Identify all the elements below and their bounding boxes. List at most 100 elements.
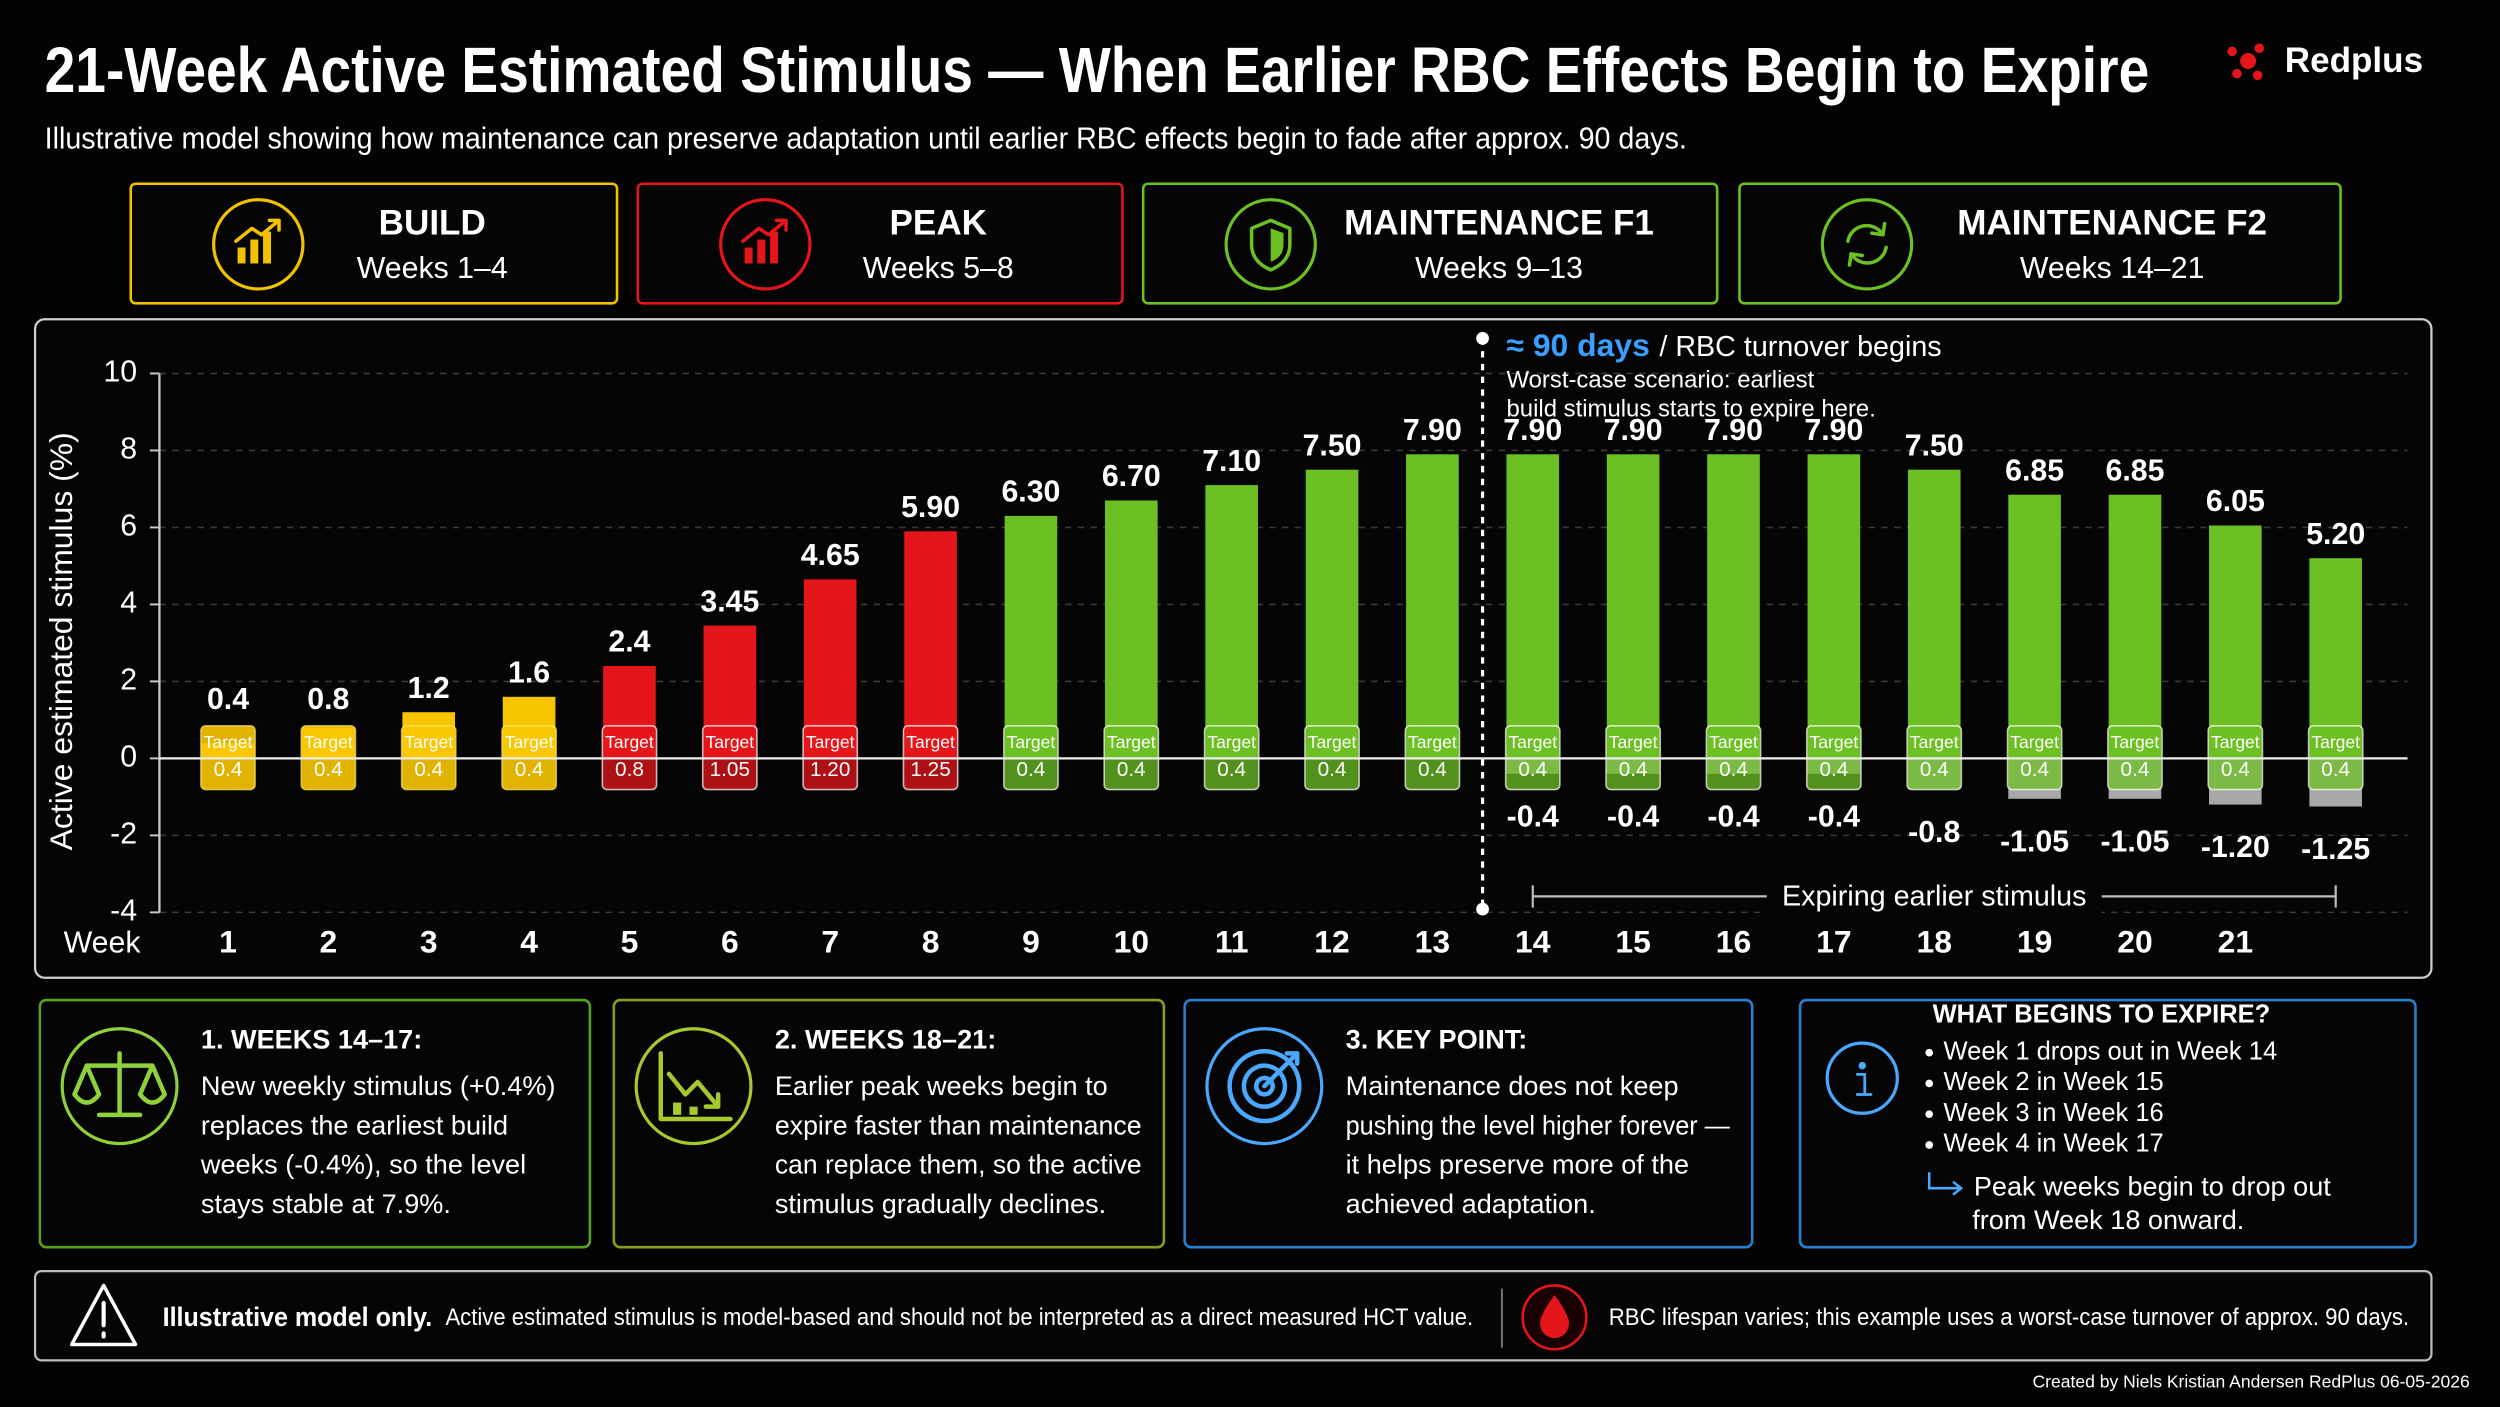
target-label: Target xyxy=(1910,732,1959,752)
bracket-label-bg xyxy=(1766,878,2102,914)
panel-title: 1. WEEKS 14–17: xyxy=(201,1024,422,1055)
x-tick-label: 1 xyxy=(219,924,237,960)
turnover-dot xyxy=(1476,902,1489,916)
target-label: Target xyxy=(806,732,855,752)
y-tick-label: 6 xyxy=(120,509,137,542)
annotation-highlight: ≈ 90 days xyxy=(1506,327,1649,363)
value-label: 7.90 xyxy=(1503,414,1562,447)
logo-dot xyxy=(2240,52,2257,69)
phase-box xyxy=(636,182,1124,305)
target-value: 0.4 xyxy=(1920,758,1949,781)
y-tick-label: 8 xyxy=(120,432,137,465)
expiring-value-label: -0.8 xyxy=(1908,816,1960,849)
icon-glyph xyxy=(234,218,281,243)
icon-ring xyxy=(212,198,305,291)
target-label: Target xyxy=(404,732,453,752)
expire-panel xyxy=(1798,998,2417,1249)
expire-title: WHAT BEGINS TO EXPIRE? xyxy=(1933,1001,2271,1029)
value-label: 5.90 xyxy=(901,491,960,524)
panel-line: can replace them, so the active xyxy=(775,1149,1142,1180)
icon-ring xyxy=(1205,1027,1324,1146)
x-tick-label: 16 xyxy=(1716,924,1751,960)
icon-bar xyxy=(757,239,766,264)
target-label: Target xyxy=(2211,732,2260,752)
phase-box xyxy=(1738,182,2342,305)
y-tick-label: -4 xyxy=(110,894,137,927)
bar xyxy=(2108,494,2162,759)
footer-bold: Illustrative model only. xyxy=(163,1301,433,1332)
expiring-value-label: -1.20 xyxy=(2201,831,2270,864)
expire-item: Week 1 drops out in Week 14 xyxy=(1944,1037,2278,1065)
value-label: 1.2 xyxy=(408,672,450,705)
panel-line: it helps preserve more of the xyxy=(1346,1149,1689,1180)
icon-ring xyxy=(60,1027,179,1146)
target-value: 0.8 xyxy=(615,758,644,781)
value-label: 7.90 xyxy=(1704,414,1763,447)
panel-line: New weekly stimulus (+0.4%) xyxy=(201,1070,556,1101)
x-tick-label: 10 xyxy=(1114,924,1149,960)
x-tick-label: 9 xyxy=(1022,924,1040,960)
icon-ring xyxy=(1820,198,1914,291)
y-tick-label: 4 xyxy=(120,586,137,619)
phase-title: MAINTENANCE F1 xyxy=(1344,203,1654,242)
icon-glyph xyxy=(72,1051,167,1118)
x-tick-label: 3 xyxy=(420,924,438,960)
x-axis-label: Week xyxy=(64,926,142,959)
x-tick-label: 19 xyxy=(2017,924,2052,960)
icon-glyph xyxy=(741,218,788,243)
footer-body: Active estimated stimulus is model-based… xyxy=(445,1304,1473,1331)
icon-ring xyxy=(1224,198,1317,291)
value-label: 0.4 xyxy=(207,683,249,716)
expire-item: Week 3 in Week 16 xyxy=(1944,1099,2164,1127)
footer-box xyxy=(33,1269,2433,1362)
panel-line: expire faster than maintenance xyxy=(775,1109,1142,1140)
panel-line: weeks (-0.4%), so the level xyxy=(200,1149,526,1180)
expiring-value-label: -0.4 xyxy=(1808,800,1860,833)
target-value: 0.4 xyxy=(1318,758,1347,781)
target-label: Target xyxy=(1107,732,1156,752)
target-value: 0.4 xyxy=(1418,758,1447,781)
info-panel xyxy=(1183,998,1754,1249)
expire-item: Week 2 in Week 15 xyxy=(1944,1068,2164,1096)
panel-line: Earlier peak weeks begin to xyxy=(775,1070,1108,1101)
target-value: 1.20 xyxy=(810,758,850,781)
bar xyxy=(1707,454,1760,759)
phase-weeks: Weeks 1–4 xyxy=(357,252,508,285)
bar xyxy=(1104,500,1158,759)
target-label: Target xyxy=(1709,732,1758,752)
title: 21-Week Active Estimated Stimulus — When… xyxy=(45,34,2150,106)
logo-text: Redplus xyxy=(2285,41,2423,80)
bar xyxy=(1406,454,1459,759)
target-value: 0.4 xyxy=(314,758,343,781)
target-value: 0.4 xyxy=(1217,758,1246,781)
value-label: 3.45 xyxy=(700,585,759,618)
target-value: 0.4 xyxy=(414,758,443,781)
panel-line: achieved adaptation. xyxy=(1346,1188,1596,1219)
logo-dot xyxy=(2232,68,2242,79)
value-label: 7.50 xyxy=(1905,429,1964,462)
icon xyxy=(1825,1041,1899,1115)
target-value: 0.4 xyxy=(2221,758,2250,781)
x-tick-label: 6 xyxy=(721,924,739,960)
bar xyxy=(1606,454,1660,759)
expiring-value-label: -1.25 xyxy=(2301,833,2370,866)
icon-dot xyxy=(1858,1061,1867,1070)
logo-icon xyxy=(2227,43,2265,81)
target-label: Target xyxy=(505,732,554,752)
value-label: 6.70 xyxy=(1102,460,1161,493)
phase-weeks: Weeks 9–13 xyxy=(1415,252,1583,285)
target-label: Target xyxy=(2010,732,2059,752)
footer-text: Illustrative model only. Active estimated… xyxy=(163,1301,1474,1332)
bar xyxy=(1004,515,1058,759)
bullet xyxy=(1925,1141,1934,1149)
x-tick-label: 21 xyxy=(2218,924,2253,960)
x-tick-label: 17 xyxy=(1816,924,1851,960)
bullet xyxy=(1925,1079,1934,1088)
target-value: 0.4 xyxy=(515,758,544,781)
bar xyxy=(1205,485,1258,759)
icon xyxy=(60,1027,179,1146)
bullet xyxy=(1925,1110,1934,1119)
panel-line: Maintenance does not keep xyxy=(1346,1070,1679,1101)
info-panel xyxy=(38,998,592,1249)
phase-title: MAINTENANCE F2 xyxy=(1957,203,2267,242)
